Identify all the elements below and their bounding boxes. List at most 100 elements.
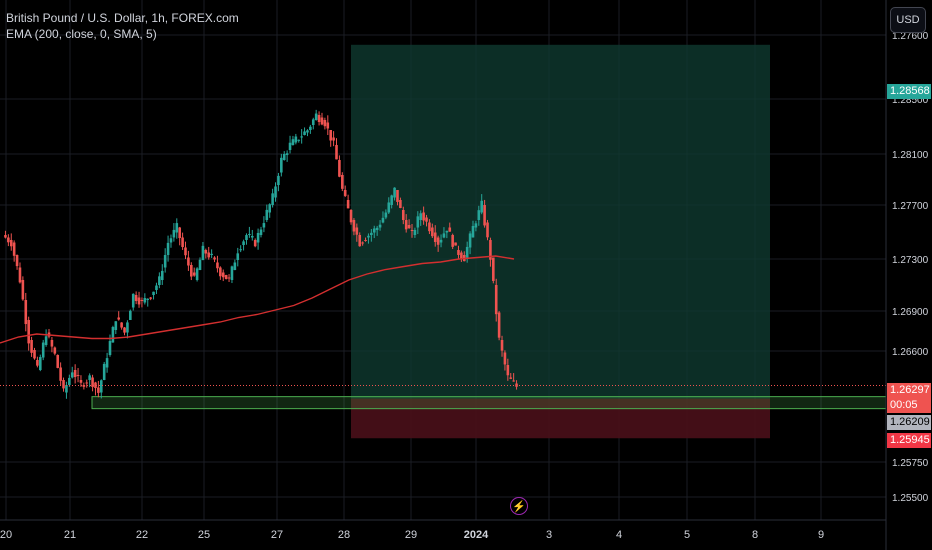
candle-body [425,217,428,222]
current-price-label: 1.26297 [887,383,931,398]
candle-body [489,240,492,260]
candle-body [280,157,283,173]
time-tick-label: 3 [546,529,552,541]
candle-body [358,235,362,247]
entry-zone [91,396,887,410]
candle-body [210,253,213,255]
position-zones [91,44,887,439]
candle-body [94,382,97,389]
candle-body [59,367,62,381]
chart-legend: British Pound / U.S. Dollar, 1h, FOREX.c… [6,10,239,42]
candle-body [399,200,402,208]
candle-body [178,227,181,239]
candle-body [21,280,25,300]
time-tick-label: 25 [198,529,210,541]
candle-body [486,222,489,238]
flash-icon[interactable]: ⚡ [510,497,528,515]
candle-body [454,242,457,246]
candle-body [346,200,350,209]
candle-body [361,242,364,244]
candle-body [341,175,344,189]
candle-body [256,232,260,243]
candle-body [233,262,237,270]
candle-body [248,234,251,236]
candle-body [56,355,60,368]
candle-body [187,257,190,266]
candle-body [465,246,469,258]
price-tick-label: 1.28100 [892,150,929,161]
candle-body [367,235,370,238]
candle-body [18,267,22,283]
candle-body [404,220,408,230]
candle-body [221,272,225,278]
candle-body [338,160,341,177]
candle-body [407,225,411,229]
candle-body [309,126,312,130]
candle-body [314,113,318,120]
candle-body [503,352,507,365]
candle-body [393,187,396,198]
time-tick-label: 21 [64,529,76,541]
ema-indicator-label: EMA (200, close, 0, SMA, 5) [6,27,157,41]
candle-body [352,220,356,232]
candle-body [271,193,274,205]
price-tick-label: 1.28500 [892,95,929,106]
candle-body [277,175,280,185]
candle-body [88,375,91,380]
candle-body [329,130,332,141]
time-tick-label: 4 [616,529,622,541]
candle-body [149,297,152,299]
candle-body [9,240,13,247]
candle-body [442,233,446,238]
currency-button[interactable]: USD [890,7,926,33]
candle-body [497,312,501,338]
candle-body [494,285,498,315]
candle-body [131,293,135,308]
profit-zone [351,44,770,399]
candle-body [33,350,36,359]
candle-body [364,240,367,241]
candle-body [375,227,379,230]
candle-body [230,266,234,280]
candle-body [105,358,109,368]
candle-body [219,267,222,277]
bar-countdown-label: 00:05 [887,398,931,413]
candle-body [428,222,431,232]
candle-body [274,186,277,198]
candle-body [436,237,440,245]
candle-body [323,120,327,127]
candle-body [207,252,211,258]
time-tick-label: 29 [405,529,417,541]
candle-body [245,235,248,240]
candle-body [401,210,405,221]
candle-body [387,202,391,213]
candle-body [76,375,80,376]
candle-body [506,365,510,376]
candle-body [120,322,123,328]
candle-body [439,239,443,243]
price-tick-label: 1.27300 [892,255,929,266]
candle-body [166,242,170,255]
candle-body [259,229,263,235]
candle-body [68,377,71,385]
candle-body [184,247,187,256]
candle-body [15,255,19,267]
candle-body [181,237,184,248]
candle-body [216,262,219,269]
price-tick-label: 1.26900 [892,307,929,318]
candle-body [53,347,57,354]
candle-body [73,370,77,378]
candle-body [129,310,132,320]
candle-body [355,227,359,235]
candle-body [213,257,216,260]
stop-price-label: 1.25945 [887,433,931,448]
candle-body [303,131,306,135]
time-tick-label: 2024 [464,529,489,541]
candle-body [460,252,463,259]
candle-body [134,295,138,302]
candle-body [512,380,515,382]
price-tick-label: 1.27700 [892,201,929,212]
candle-body [50,340,54,347]
